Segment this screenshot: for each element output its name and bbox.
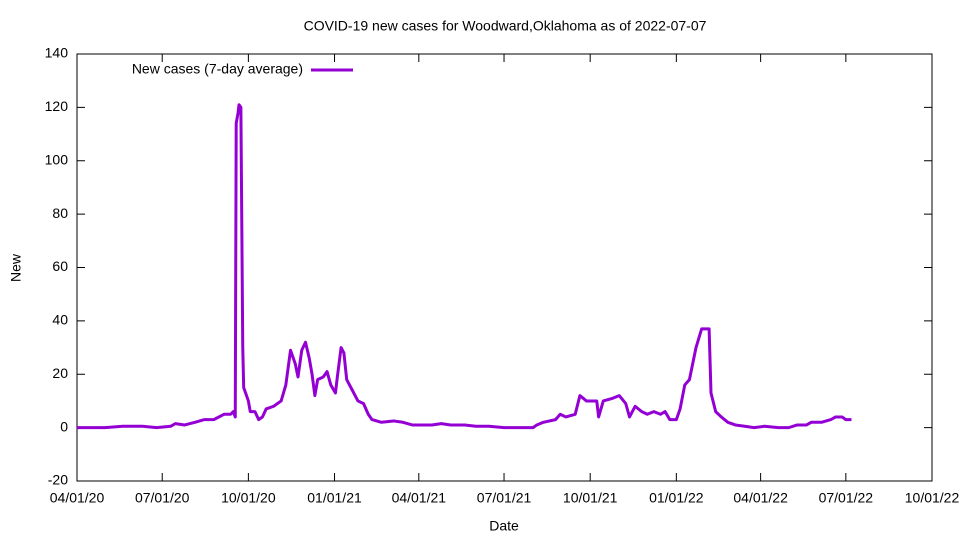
y-tick-label: 20 xyxy=(52,365,68,381)
x-axis-label: Date xyxy=(489,518,519,534)
x-tick-label: 04/01/22 xyxy=(733,490,788,506)
y-tick-label: 120 xyxy=(45,98,69,114)
plot-frame xyxy=(76,53,933,482)
y-tick-label: 60 xyxy=(52,258,68,274)
x-tick-label: 01/01/22 xyxy=(649,490,704,506)
x-tick-label: 10/01/20 xyxy=(221,490,276,506)
x-tick-label: 04/01/21 xyxy=(392,490,447,506)
y-tick-label: 0 xyxy=(60,418,68,434)
data-line xyxy=(77,103,852,430)
x-tick-label: 07/01/20 xyxy=(135,490,190,506)
y-axis-label: New xyxy=(8,253,24,282)
y-tick-label: 80 xyxy=(52,205,68,221)
x-tick-label: 10/01/22 xyxy=(905,490,960,506)
x-tick-label: 07/01/22 xyxy=(819,490,874,506)
x-tick-label: 10/01/21 xyxy=(563,490,618,506)
x-tick-label: 01/01/21 xyxy=(307,490,362,506)
legend-label: New cases (7-day average) xyxy=(132,61,303,77)
x-tick-label: 07/01/21 xyxy=(477,490,532,506)
y-tick-label: -20 xyxy=(48,472,68,488)
x-tick-label: 04/01/20 xyxy=(50,490,105,506)
chart-title: COVID-19 new cases for Woodward,Oklahoma… xyxy=(304,18,707,34)
y-tick-label: 40 xyxy=(52,312,68,328)
y-tick-label: 140 xyxy=(45,45,69,61)
y-tick-label: 100 xyxy=(45,151,69,167)
